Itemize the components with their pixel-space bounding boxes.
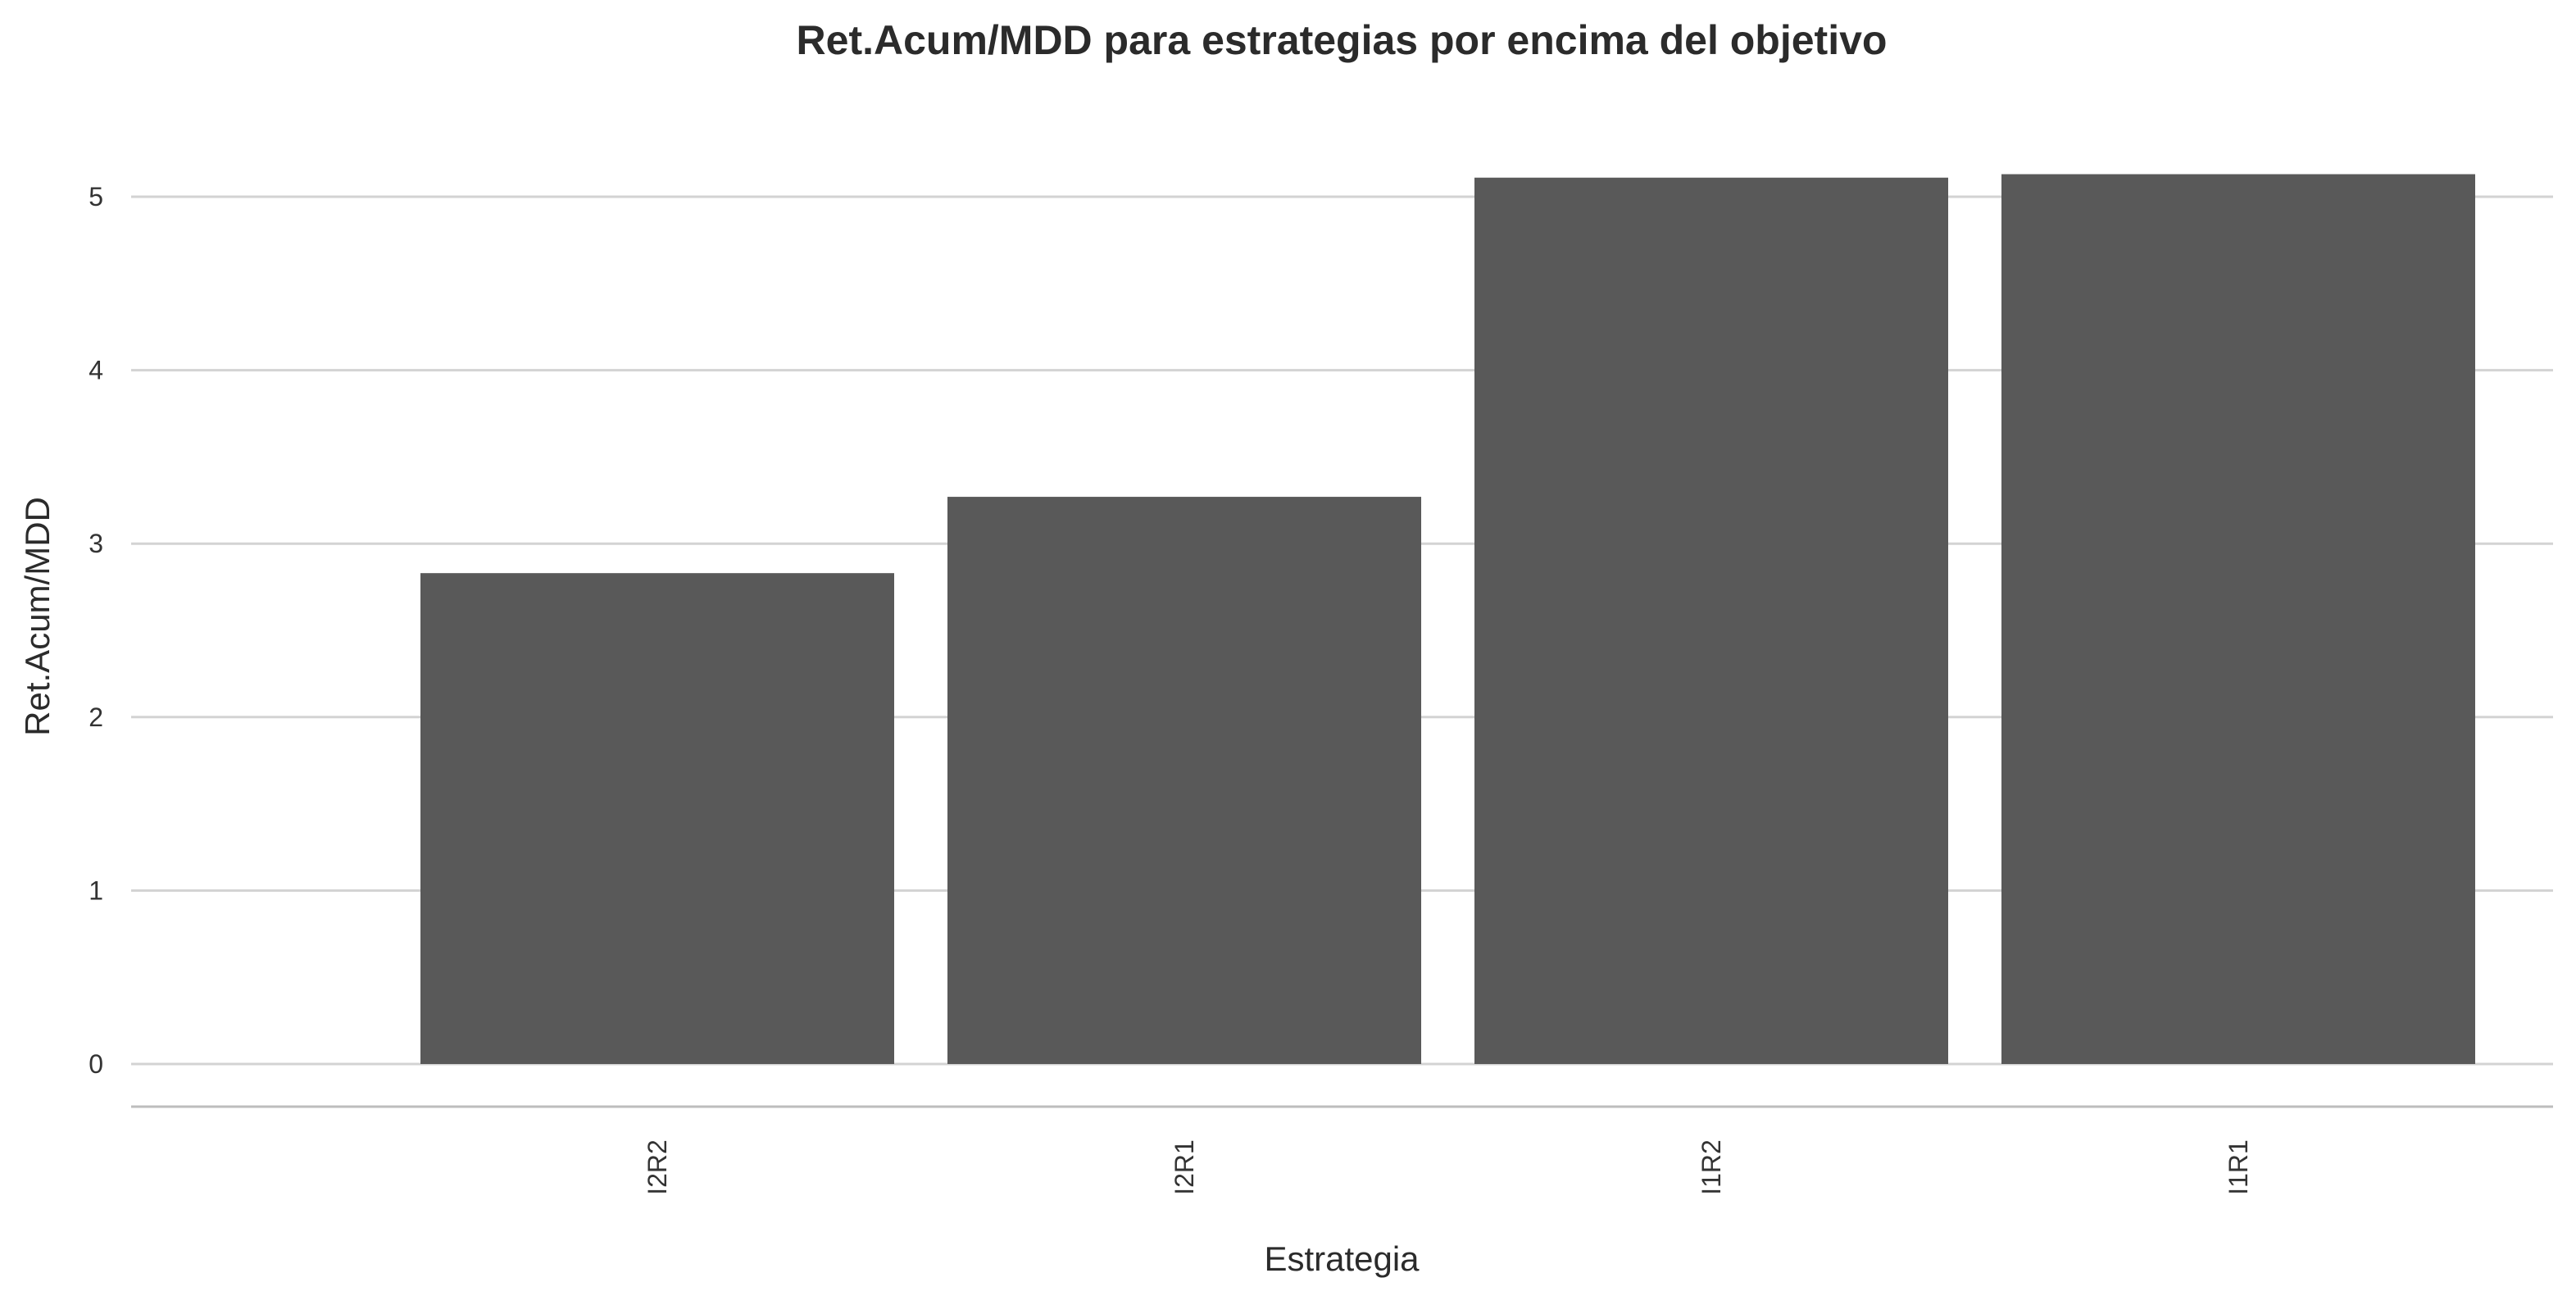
y-tick-label: 4	[89, 356, 103, 385]
chart-title: Ret.Acum/MDD para estrategias por encima…	[797, 17, 1888, 63]
y-tick-label: 2	[89, 703, 103, 732]
x-tick-label: I1R2	[1697, 1139, 1726, 1195]
bar-i1r2	[1474, 177, 1948, 1064]
y-tick-label: 3	[89, 529, 103, 558]
bar-i2r2	[420, 573, 894, 1064]
y-tick-label: 0	[89, 1049, 103, 1079]
bar-i1r1	[2001, 174, 2475, 1065]
x-tick-label: I2R2	[643, 1139, 672, 1195]
y-tick-labels: 0 1 2 3 4 5	[89, 182, 103, 1079]
x-tick-label: I1R1	[2224, 1139, 2253, 1195]
bars	[420, 174, 2475, 1065]
x-tick-labels: I2R2 I2R1 I1R2 I1R1	[643, 1139, 2253, 1195]
y-axis-label: Ret.Acum/MDD	[18, 497, 57, 736]
bar-i2r1	[947, 497, 1421, 1064]
y-tick-label: 1	[89, 875, 103, 905]
x-tick-label: I2R1	[1170, 1139, 1199, 1195]
y-tick-label: 5	[89, 182, 103, 211]
x-axis-label: Estrategia	[1264, 1239, 1420, 1278]
